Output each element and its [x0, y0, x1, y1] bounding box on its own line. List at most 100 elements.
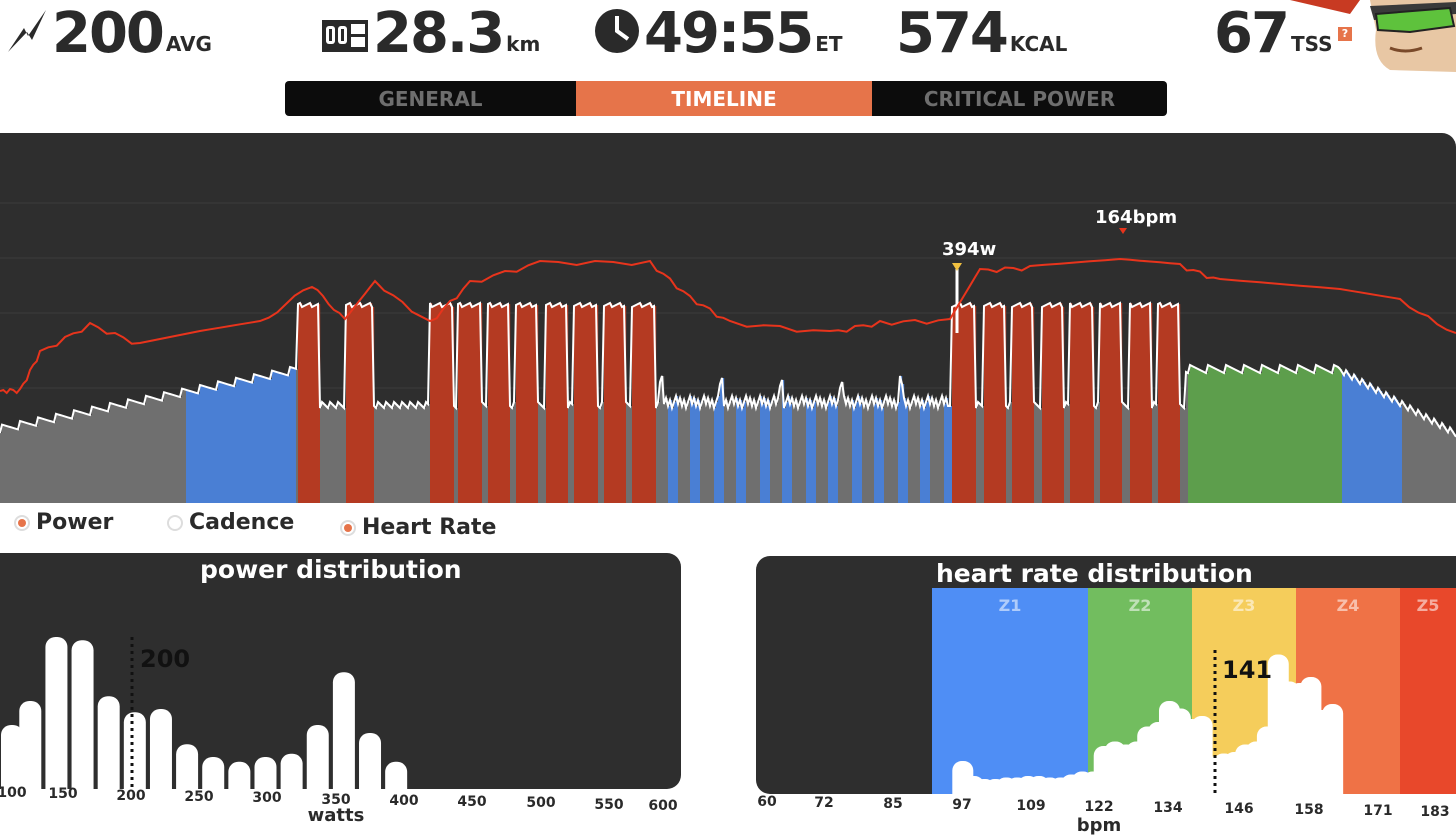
- power-zone-fill: [590, 303, 593, 503]
- power-zone-fill: [708, 398, 711, 503]
- tab-critical-power[interactable]: CRITICAL POWER: [923, 86, 1116, 111]
- power-zone-fill: [216, 389, 219, 503]
- power-zone-fill: [274, 371, 277, 503]
- power-zone-fill: [1200, 370, 1203, 503]
- power-zone-fill: [1316, 365, 1319, 503]
- power-zone-fill: [836, 406, 839, 503]
- power-zone-fill: [470, 303, 473, 503]
- power-zone-fill: [1198, 369, 1201, 503]
- power-zone-fill: [1122, 402, 1125, 503]
- power-zone-fill: [772, 402, 775, 503]
- power-zone-fill: [760, 396, 763, 503]
- legend-cadence-label: Cadence: [189, 510, 295, 535]
- power-zone-fill: [310, 303, 313, 503]
- power-zone-fill: [1172, 307, 1175, 503]
- legend-cadence-toggle[interactable]: Cadence: [167, 510, 294, 535]
- legend-power-toggle[interactable]: Power: [14, 510, 113, 535]
- power-zone-fill: [20, 421, 23, 503]
- power-zone-fill: [1146, 305, 1149, 503]
- power-zone-fill: [556, 305, 559, 503]
- power-zone-fill: [1238, 371, 1241, 503]
- view-tabs: GENERAL TIMELINE CRITICAL POWER: [285, 81, 1167, 116]
- power-zone-fill: [532, 307, 535, 503]
- power-zone-fill: [96, 407, 99, 503]
- power-zone-fill: [1428, 417, 1431, 503]
- power-zone-fill: [822, 406, 825, 503]
- power-zone-fill: [874, 404, 877, 503]
- tss-info-icon[interactable]: ?: [1338, 27, 1352, 41]
- power-zone-fill: [224, 383, 227, 503]
- power-zone-fill: [1050, 303, 1053, 503]
- power-zone-fill: [1240, 372, 1243, 503]
- power-zone-fill: [314, 306, 317, 503]
- power-zone-fill: [414, 406, 417, 503]
- power-zone-fill: [140, 403, 143, 503]
- power-zone-fill: [1140, 303, 1143, 503]
- power-zone-fill: [934, 406, 937, 503]
- power-zone-fill: [94, 407, 97, 503]
- power-distribution-chart: power distribution 200: [0, 553, 681, 789]
- power-zone-fill: [1040, 408, 1043, 503]
- tab-timeline[interactable]: TIMELINE: [576, 81, 872, 116]
- power-zone-fill: [118, 405, 121, 503]
- power-zone-fill: [512, 408, 515, 503]
- power-zone-fill: [1012, 307, 1015, 503]
- power-zone-fill: [972, 307, 975, 503]
- power-zone-fill: [932, 398, 935, 503]
- power-zone-fill: [1116, 305, 1119, 503]
- power-zone-fill: [236, 377, 239, 503]
- power-zone-fill: [570, 402, 573, 503]
- power-zone-fill: [646, 305, 649, 503]
- power-zone-fill: [644, 306, 647, 503]
- power-zone-fill: [756, 408, 759, 503]
- power-zone-fill: [1074, 306, 1077, 503]
- power-zone-fill: [288, 375, 291, 503]
- timeline-chart: 394w 164bpm: [0, 133, 1456, 503]
- power-zone-fill: [716, 402, 719, 503]
- power-zone-fill: [260, 376, 263, 503]
- power-zone-fill: [336, 408, 339, 503]
- power-zone-fill: [142, 403, 145, 503]
- power-zone-fill: [514, 402, 517, 503]
- power-zone-fill: [684, 400, 687, 503]
- power-zone-fill: [10, 427, 13, 503]
- tab-general[interactable]: GENERAL: [378, 86, 483, 111]
- power-zone-fill: [448, 304, 451, 503]
- power-zone-fill: [910, 408, 913, 503]
- power-zone-fill: [350, 303, 353, 503]
- power-zone-fill: [706, 404, 709, 503]
- power-zone-fill: [1358, 380, 1361, 503]
- power-zone-fill: [312, 307, 315, 503]
- power-zone-fill: [782, 380, 785, 503]
- power-zone-fill: [1100, 303, 1103, 503]
- power-zone-fill: [888, 404, 891, 503]
- power-zone-fill: [744, 402, 747, 503]
- power-tick-label: 300: [252, 790, 282, 807]
- power-zone-fill: [534, 306, 537, 503]
- power-zone-fill: [986, 305, 989, 503]
- legend-heart-rate-toggle[interactable]: Heart Rate: [340, 515, 496, 540]
- power-zone-fill: [1282, 366, 1285, 503]
- power-zone-fill: [1042, 307, 1045, 503]
- power-zone-fill: [880, 400, 883, 503]
- power-zone-fill: [174, 395, 177, 503]
- power-zone-fill: [182, 388, 185, 503]
- power-zone-fill: [948, 406, 951, 503]
- power-zone-fill: [664, 404, 667, 503]
- power-zone-fill: [688, 402, 691, 503]
- power-zone-fill: [820, 398, 823, 503]
- power-zone-fill: [396, 404, 399, 503]
- power-zone-fill: [1368, 388, 1371, 503]
- power-zone-fill: [304, 306, 307, 503]
- power-zone-fill: [938, 408, 941, 503]
- power-zone-fill: [354, 306, 357, 503]
- power-zone-fill: [810, 400, 813, 503]
- power-zone-fill: [78, 411, 81, 503]
- power-zone-fill: [642, 307, 645, 503]
- power-zone-fill: [188, 390, 191, 503]
- power-zone-fill: [1048, 304, 1051, 503]
- power-zone-fill: [322, 402, 325, 503]
- power-zone-fill: [246, 380, 249, 503]
- power-zone-fill: [640, 303, 643, 503]
- power-zone-fill: [1196, 368, 1199, 503]
